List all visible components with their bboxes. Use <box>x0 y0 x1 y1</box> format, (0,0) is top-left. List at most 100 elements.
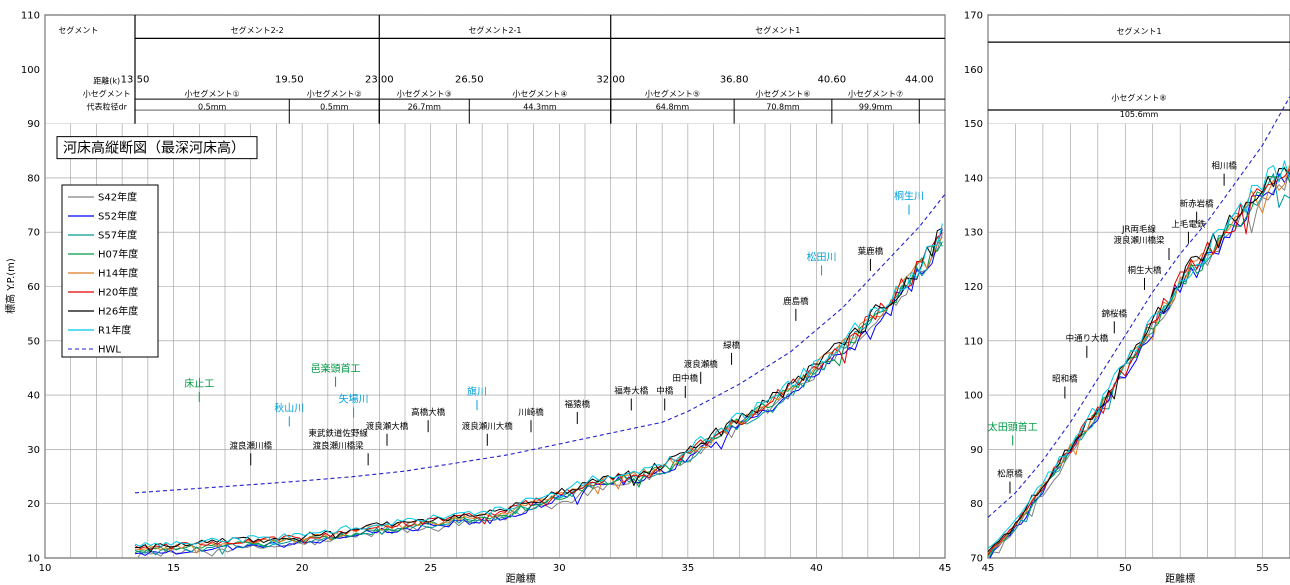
right-series-group <box>988 96 1290 558</box>
left-x-axis-label: 距離標 <box>506 572 536 585</box>
right-y-tick-label: 170 <box>964 11 983 22</box>
left-annotation-bridge: 緑橋 <box>723 340 741 351</box>
right-annotation-bridge: 松原橋 <box>997 469 1023 480</box>
left-annotation-weir: 邑楽頭首工 <box>311 362 361 375</box>
left-y-axis-label: 標高 Y.P.(m) <box>4 258 17 314</box>
left-series-group <box>134 193 945 558</box>
right-y-tick-label: 110 <box>964 336 983 347</box>
left-y-tick-label: 70 <box>27 228 40 239</box>
right-y-tick-label: 150 <box>964 119 983 130</box>
right-x-tick-label: 45 <box>982 563 995 574</box>
right-subsegment-grain-label: 105.6mm <box>1120 110 1159 119</box>
left-series-line <box>134 241 943 553</box>
left-x-tick-label: 10 <box>39 563 52 574</box>
subsegment-grain-label: 26.7mm <box>408 102 442 111</box>
right-annotation-bridge: 錦桜橋 <box>1102 308 1128 319</box>
right-x-axis-label: 距離標 <box>1165 572 1195 585</box>
left-y-tick-label: 80 <box>27 173 40 184</box>
subsegment-label: 小セグメント⑥ <box>755 88 810 98</box>
left-annotation-bridge: 葉鹿橋 <box>858 246 884 257</box>
legend-entry-label: H20年度 <box>98 286 138 299</box>
left-annotation-bridge: 渡良瀬川橋 <box>229 440 272 451</box>
right-y-tick-label: 70 <box>970 554 983 565</box>
right-annotation-bridge: 新赤岩橋 <box>1180 199 1215 210</box>
right-annotation-weir: 太田頭首工 <box>988 420 1038 433</box>
left-y-tick-label: 10 <box>27 554 40 565</box>
legend-entry-label: H26年度 <box>98 305 138 318</box>
left-x-tick-label: 25 <box>424 563 437 574</box>
right-segment-label: セグメント1 <box>1116 26 1161 36</box>
left-y-tick-label: 110 <box>21 11 40 22</box>
left-annotation-bridge: 渡良瀬川橋梁 <box>313 440 365 451</box>
right-y-tick-label: 160 <box>964 65 983 76</box>
subsegment-distance-label: 44.00 <box>905 74 934 85</box>
left-y-tick-label: 20 <box>27 499 40 510</box>
subsegment-distance-label: 36.80 <box>720 74 749 85</box>
legend-entry-label: S42年度 <box>98 191 137 204</box>
right-series-line <box>988 160 1290 549</box>
left-header-bg <box>46 16 944 124</box>
left-annotation-bridge: 渡良瀬橋 <box>684 359 719 370</box>
right-annotation-bridge: 昭和橋 <box>1052 374 1078 385</box>
right-y-tick-label: 80 <box>970 499 983 510</box>
left-annotation-bridge: 渡良瀬大橋 <box>366 421 409 432</box>
subsegment-grain-label: 70.8mm <box>766 102 800 111</box>
left-x-tick-label: 30 <box>553 563 566 574</box>
right-y-tick-label: 100 <box>964 391 983 402</box>
left-annotation-bridge: 鹿島橋 <box>783 296 809 307</box>
subsegment-header-label: 小セグメント <box>83 88 131 98</box>
left-annotation-river: 矢場川 <box>339 393 369 406</box>
subsegment-label: 小セグメント⑤ <box>645 88 700 98</box>
subsegment-distance-label: 32.00 <box>596 74 625 85</box>
legend: S42年度 S52年度 S57年度 H07年度 H14年度 H20年度 H26年度 R1年度 H… <box>61 184 159 358</box>
left-annotation-weir: 床止工 <box>184 377 214 390</box>
right-annotation-bridge: 桐生大橋 <box>1127 265 1162 276</box>
left-annotation-bridge: 田中橋 <box>673 373 699 384</box>
right-y-tick-label: 140 <box>964 173 983 184</box>
left-annotation-bridge: 福寿大橋 <box>614 385 649 396</box>
subsegment-grain-label: 99.9mm <box>859 102 893 111</box>
chart-title: 河床高縦断図（最深河床高） <box>63 140 245 157</box>
right-chart-panel: 70 80 90 100 110 120 130 140 150 160 170 45 50 55 距離標 セ… <box>964 11 1290 585</box>
legend-entry-label: HWL <box>98 345 121 356</box>
left-annotation-river: 旗川 <box>467 385 487 398</box>
left-annotation-river: 桐生川 <box>894 190 924 203</box>
left-x-tick-label: 40 <box>810 563 823 574</box>
left-y-tick-label: 90 <box>27 119 40 130</box>
left-x-tick-label: 15 <box>167 563 180 574</box>
subsegment-distance-label: 40.60 <box>818 74 847 85</box>
right-y-tick-label: 90 <box>970 445 983 456</box>
left-annotation-bridge: 川崎橋 <box>518 407 544 418</box>
right-annotation-bridge: 上毛電鉄 <box>1171 219 1206 230</box>
segment-header-label: セグメント <box>58 25 98 35</box>
right-y-tick-label: 130 <box>964 228 983 239</box>
left-annotation-bridge: 高橋大橋 <box>411 407 446 418</box>
legend-entry-label: H14年度 <box>98 267 138 280</box>
subsegment-distance-label: 26.50 <box>455 74 484 85</box>
subsegment-grain-label: 0.5mm <box>320 102 349 111</box>
subsegment-distance-label: 19.50 <box>275 74 304 85</box>
segment-label: セグメント2-2 <box>231 25 284 35</box>
right-annotation-bridge: 相川橋 <box>1211 161 1237 172</box>
left-chart-panel: 10 20 30 40 50 60 70 80 90 100 110 10 15 20 25 30 35 40 45… <box>4 11 951 585</box>
legend-box <box>61 184 159 358</box>
left-series-line <box>134 227 943 553</box>
left-y-tick-label: 30 <box>27 445 40 456</box>
legend-entry-label: R1年度 <box>98 324 131 337</box>
subsegment-distance-label: 13.50 <box>121 74 150 85</box>
left-x-tick-label: 20 <box>296 563 309 574</box>
left-y-tick-label: 40 <box>27 391 40 402</box>
left-annotation-river: 松田川 <box>807 250 837 263</box>
left-annotation-river: 秋山川 <box>274 401 304 414</box>
right-annotation-bridge: JR両毛線 <box>1121 224 1156 235</box>
left-x-tick-label: 35 <box>681 563 694 574</box>
subsegment-distance-label: 23.00 <box>365 74 394 85</box>
left-annotation-bridge: 渡良瀬川大橋 <box>462 421 514 432</box>
subsegment-label: 小セグメント② <box>307 88 362 98</box>
right-y-tick-label: 120 <box>964 282 983 293</box>
left-series-line <box>134 232 943 550</box>
legend-entry-label: S52年度 <box>98 210 137 223</box>
